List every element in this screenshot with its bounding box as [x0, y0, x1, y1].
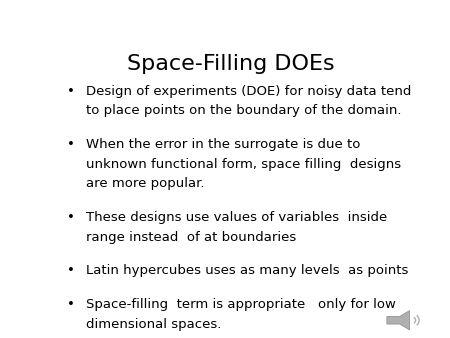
Text: are more popular.: are more popular. — [86, 177, 204, 190]
Text: unknown functional form, space filling  designs: unknown functional form, space filling d… — [86, 158, 401, 171]
Text: Space-Filling DOEs: Space-Filling DOEs — [127, 54, 334, 74]
Text: •: • — [67, 85, 75, 98]
Text: dimensional spaces.: dimensional spaces. — [86, 318, 221, 331]
Text: Design of experiments (DOE) for noisy data tend: Design of experiments (DOE) for noisy da… — [86, 85, 411, 98]
Text: Latin hypercubes uses as many levels  as points: Latin hypercubes uses as many levels as … — [86, 264, 408, 277]
Text: •: • — [67, 298, 75, 311]
Text: range instead  of at boundaries: range instead of at boundaries — [86, 231, 296, 244]
Polygon shape — [387, 311, 410, 330]
Text: •: • — [67, 138, 75, 151]
Text: When the error in the surrogate is due to: When the error in the surrogate is due t… — [86, 138, 360, 151]
Text: to place points on the boundary of the domain.: to place points on the boundary of the d… — [86, 104, 401, 117]
Text: These designs use values of variables  inside: These designs use values of variables in… — [86, 211, 387, 224]
Text: •: • — [67, 211, 75, 224]
Text: •: • — [67, 264, 75, 277]
Text: Space-filling  term is appropriate   only for low: Space-filling term is appropriate only f… — [86, 298, 396, 311]
